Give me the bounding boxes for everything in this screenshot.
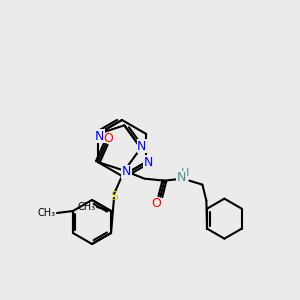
Text: CH₃: CH₃ — [38, 208, 56, 218]
Text: N: N — [122, 165, 131, 178]
Text: N: N — [95, 130, 104, 142]
Text: CH₃: CH₃ — [78, 202, 96, 212]
Text: H: H — [181, 168, 190, 178]
Text: O: O — [103, 131, 113, 145]
Text: S: S — [110, 190, 118, 202]
Text: N: N — [137, 140, 146, 152]
Text: N: N — [144, 155, 153, 169]
Text: O: O — [152, 197, 161, 210]
Text: N: N — [177, 171, 186, 184]
